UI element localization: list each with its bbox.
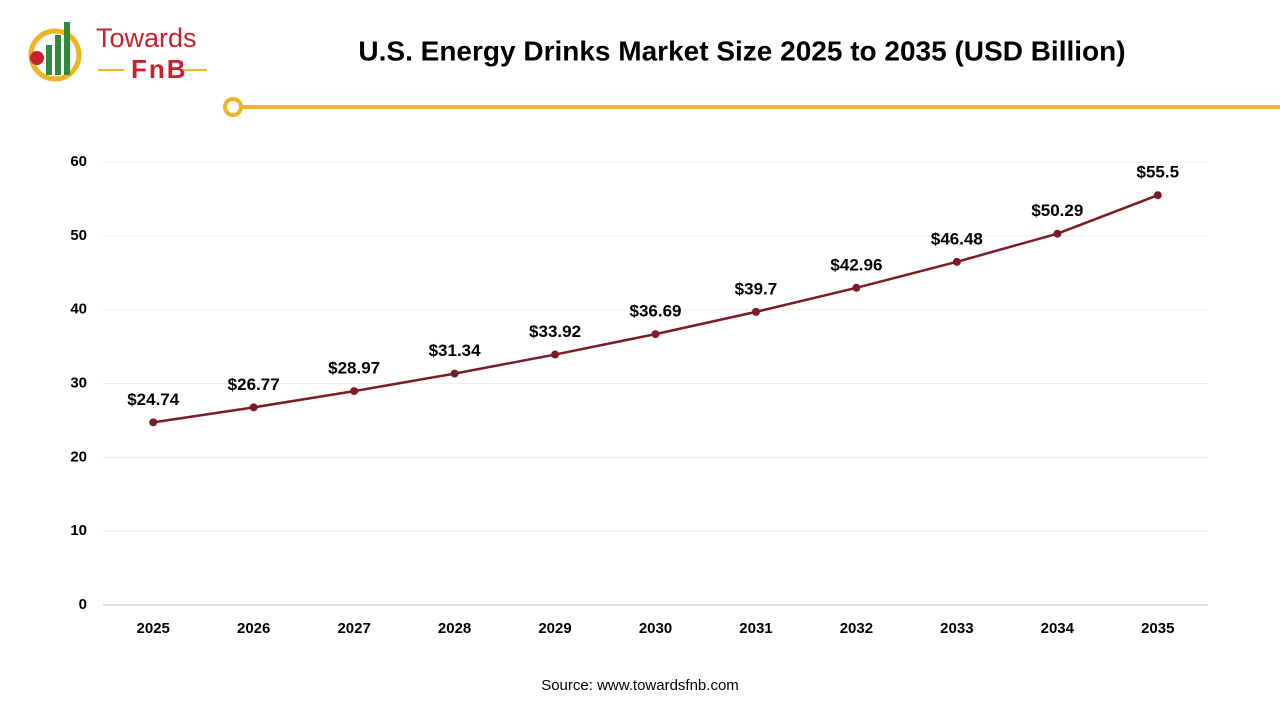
source-note: Source: www.towardsfnb.com [541,677,739,694]
point [149,418,158,427]
x-tick-label: 2032 [840,620,873,637]
value-label: $36.69 [630,302,682,321]
value-label: $31.34 [429,341,482,360]
x-tick-label: 2028 [438,620,471,637]
x-tick-label: 2026 [237,620,270,637]
point [249,403,258,412]
point [450,369,459,378]
value-label: $42.96 [830,255,882,274]
value-label: $46.48 [931,229,983,248]
point [651,330,660,339]
point [852,283,861,292]
point [551,350,560,359]
logo-text: FnB [131,54,188,84]
value-label: $24.74 [127,390,180,409]
point [751,307,760,316]
point [350,387,359,396]
value-label: $33.92 [529,322,581,341]
value-label: $50.29 [1031,201,1083,220]
y-tick-label: 60 [70,153,87,170]
logo-dot [30,51,44,65]
x-tick-label: 2035 [1141,620,1174,637]
title-rule-dot [223,97,243,117]
y-tick-label: 50 [70,227,87,244]
value-label: $26.77 [228,375,280,394]
logo-bar [64,22,70,75]
x-tick-label: 2034 [1041,620,1075,637]
x-tick-label: 2025 [137,620,170,637]
value-label: $28.97 [328,359,380,378]
value-label: $55.5 [1136,163,1179,182]
x-tick-label: 2031 [739,620,772,637]
y-tick-label: 0 [79,596,87,613]
y-tick-label: 20 [70,448,87,465]
logo: Towards FnB [28,22,207,84]
logo-text: Towards [96,23,197,53]
point [1053,229,1062,238]
x-tick-label: 2029 [538,620,571,637]
y-tick-label: 40 [70,301,87,318]
y-tick-label: 30 [70,374,87,391]
logo-bar [55,35,61,75]
x-tick-label: 2030 [639,620,672,637]
x-tick-label: 2033 [940,620,973,637]
x-tick-label: 2027 [337,620,370,637]
y-tick-label: 10 [70,522,87,539]
chart-title: U.S. Energy Drinks Market Size 2025 to 2… [358,35,1125,66]
logo-bar [46,45,52,75]
point [1153,191,1162,200]
point [952,257,961,266]
value-label: $39.7 [735,279,778,298]
